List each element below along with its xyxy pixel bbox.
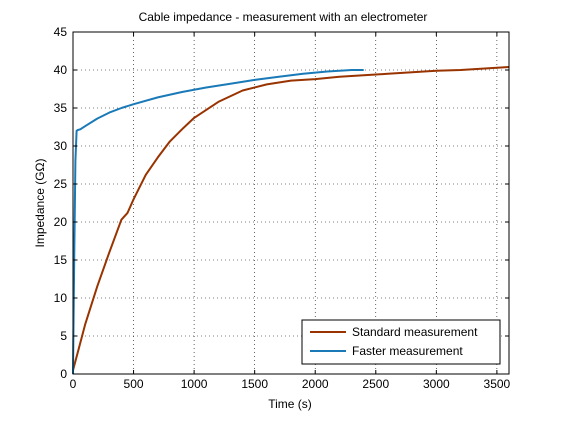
plot-frame xyxy=(72,31,510,375)
legend-label-1: Standard measurement xyxy=(352,325,478,339)
axis-ticks: 0 500 1000 1500 2000 2500 3000 3500 0 5 10 15 20 25 30… xyxy=(54,25,511,391)
chart-title: Cable impedance - measurement with an el… xyxy=(139,10,428,24)
y-axis-label: Impedance (GΩ) xyxy=(33,158,47,247)
y-tick-label: 40 xyxy=(54,63,68,77)
legend-label-2: Faster measurement xyxy=(352,344,463,358)
grid xyxy=(73,32,509,374)
y-tick-label: 45 xyxy=(54,25,68,39)
x-tick-label: 1000 xyxy=(181,377,208,391)
series-layer xyxy=(72,66,510,375)
legend-box xyxy=(301,319,501,365)
y-tick-label: 30 xyxy=(54,139,68,153)
x-tick-label: 1500 xyxy=(241,377,268,391)
y-tick-label: 35 xyxy=(54,101,68,115)
y-tick-label: 10 xyxy=(54,291,68,305)
y-tick-label: 5 xyxy=(60,329,67,343)
x-tick-label: 3500 xyxy=(484,377,511,391)
y-tick-label: 15 xyxy=(54,253,68,267)
legend: Standard measurement Faster measurement xyxy=(301,319,501,365)
y-tick-label: 0 xyxy=(60,367,67,381)
x-tick-label: 2500 xyxy=(362,377,389,391)
series-line-1 xyxy=(72,66,510,371)
x-tick-label: 0 xyxy=(70,377,77,391)
x-axis-label: Time (s) xyxy=(268,397,312,411)
x-tick-label: 3000 xyxy=(423,377,450,391)
y-tick-label: 25 xyxy=(54,177,68,191)
x-tick-label: 2000 xyxy=(302,377,329,391)
x-tick-label: 500 xyxy=(124,377,144,391)
series-line-2 xyxy=(72,69,364,375)
y-tick-label: 20 xyxy=(54,215,68,229)
